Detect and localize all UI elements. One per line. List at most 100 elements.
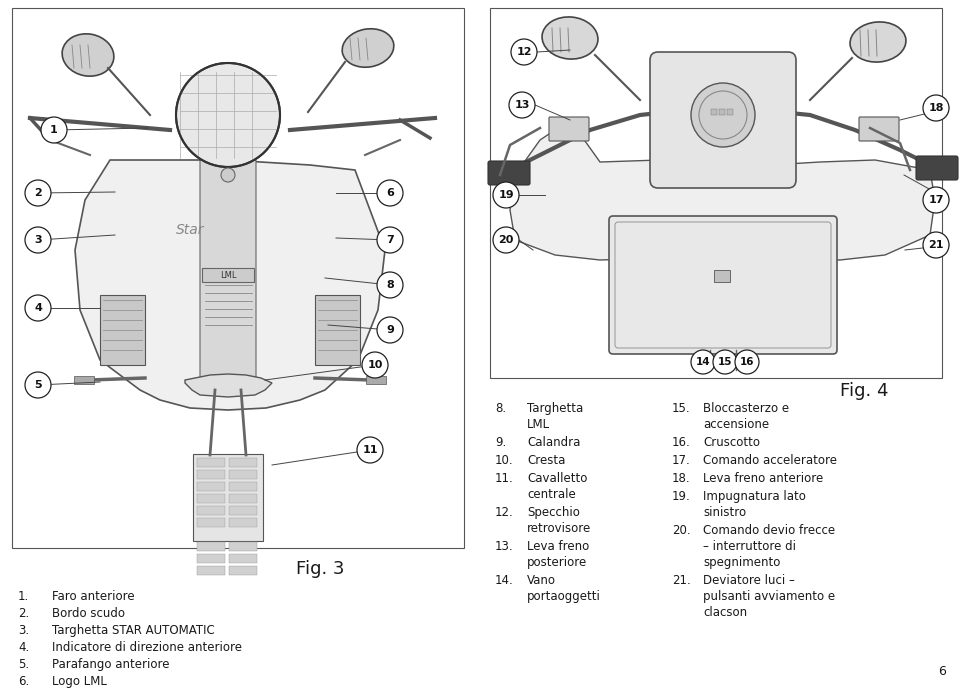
FancyBboxPatch shape	[229, 506, 257, 515]
FancyBboxPatch shape	[229, 554, 257, 563]
Text: 7: 7	[386, 235, 394, 245]
Text: 12: 12	[516, 47, 532, 57]
Text: 9: 9	[386, 325, 394, 335]
FancyBboxPatch shape	[197, 470, 225, 479]
Text: Comando devio frecce: Comando devio frecce	[703, 524, 835, 537]
Text: 11: 11	[362, 445, 377, 455]
Circle shape	[357, 437, 383, 463]
FancyBboxPatch shape	[916, 156, 958, 180]
Text: 2.: 2.	[18, 607, 29, 620]
Circle shape	[923, 187, 949, 213]
Text: 5: 5	[35, 380, 42, 390]
Text: LML: LML	[527, 418, 550, 431]
Text: accensione: accensione	[703, 418, 769, 431]
Text: 18: 18	[928, 103, 944, 113]
Text: 1.: 1.	[18, 590, 29, 603]
Text: 16.: 16.	[672, 436, 691, 449]
FancyBboxPatch shape	[229, 518, 257, 527]
Text: Faro anteriore: Faro anteriore	[52, 590, 134, 603]
Circle shape	[509, 92, 535, 118]
FancyBboxPatch shape	[197, 494, 225, 503]
Text: Fig. 4: Fig. 4	[839, 382, 888, 400]
Ellipse shape	[62, 34, 114, 76]
FancyBboxPatch shape	[197, 458, 225, 467]
Text: spegnimento: spegnimento	[703, 556, 780, 569]
Circle shape	[362, 352, 388, 378]
FancyBboxPatch shape	[197, 518, 225, 527]
Text: 4: 4	[34, 303, 42, 313]
Text: 8.: 8.	[495, 402, 506, 415]
Text: 13.: 13.	[495, 540, 514, 553]
Text: 10.: 10.	[495, 454, 514, 467]
Text: – interruttore di: – interruttore di	[703, 540, 796, 553]
Circle shape	[25, 227, 51, 253]
Circle shape	[511, 39, 537, 65]
Text: 13: 13	[515, 100, 530, 110]
FancyBboxPatch shape	[197, 542, 225, 551]
FancyBboxPatch shape	[650, 52, 796, 188]
Text: 19.: 19.	[672, 490, 691, 503]
Text: 16: 16	[740, 357, 755, 367]
Ellipse shape	[850, 22, 906, 62]
Polygon shape	[200, 160, 256, 385]
FancyBboxPatch shape	[197, 554, 225, 563]
Text: Star: Star	[176, 223, 204, 237]
Polygon shape	[185, 374, 272, 397]
Text: 2: 2	[35, 188, 42, 198]
Bar	[490, 8, 942, 378]
Circle shape	[923, 95, 949, 121]
Bar	[719, 109, 725, 115]
Text: pulsanti avviamento e: pulsanti avviamento e	[703, 590, 835, 603]
FancyBboxPatch shape	[197, 566, 225, 575]
Text: 3: 3	[35, 235, 42, 245]
Text: Vano: Vano	[527, 574, 556, 587]
Text: Impugnatura lato: Impugnatura lato	[703, 490, 805, 503]
Circle shape	[176, 63, 280, 167]
Text: Leva freno: Leva freno	[527, 540, 589, 553]
Text: 14.: 14.	[495, 574, 514, 587]
Ellipse shape	[542, 17, 598, 59]
FancyBboxPatch shape	[193, 454, 263, 541]
Text: Calandra: Calandra	[527, 436, 581, 449]
Text: 9.: 9.	[495, 436, 506, 449]
FancyBboxPatch shape	[229, 482, 257, 491]
Text: 4.: 4.	[18, 641, 29, 654]
Text: 21: 21	[928, 240, 944, 250]
Text: 17: 17	[928, 195, 944, 205]
Text: clacson: clacson	[703, 606, 747, 619]
Bar	[711, 109, 717, 115]
Ellipse shape	[342, 29, 394, 67]
Circle shape	[691, 350, 715, 374]
Text: 20: 20	[498, 235, 514, 245]
Text: Logo LML: Logo LML	[52, 675, 107, 688]
Circle shape	[493, 182, 519, 208]
Text: Bordo scudo: Bordo scudo	[52, 607, 125, 620]
Text: 20.: 20.	[672, 524, 690, 537]
Bar	[366, 376, 386, 384]
FancyBboxPatch shape	[229, 542, 257, 551]
Bar	[727, 109, 733, 115]
FancyBboxPatch shape	[549, 117, 589, 141]
Text: Deviatore luci –: Deviatore luci –	[703, 574, 795, 587]
Text: Fig. 3: Fig. 3	[296, 560, 345, 578]
FancyBboxPatch shape	[100, 295, 145, 365]
FancyBboxPatch shape	[315, 295, 360, 365]
Bar	[74, 376, 94, 384]
Circle shape	[377, 227, 403, 253]
Text: Indicatore di direzione anteriore: Indicatore di direzione anteriore	[52, 641, 242, 654]
Text: 6.: 6.	[18, 675, 29, 688]
Text: 18.: 18.	[672, 472, 690, 485]
Text: Targhetta: Targhetta	[527, 402, 584, 415]
Text: 6: 6	[386, 188, 394, 198]
Text: 3.: 3.	[18, 624, 29, 637]
FancyBboxPatch shape	[202, 268, 254, 282]
FancyBboxPatch shape	[229, 458, 257, 467]
FancyBboxPatch shape	[488, 161, 530, 185]
Text: Leva freno anteriore: Leva freno anteriore	[703, 472, 824, 485]
Text: Bloccasterzo e: Bloccasterzo e	[703, 402, 789, 415]
Text: Parafango anteriore: Parafango anteriore	[52, 658, 170, 671]
Circle shape	[25, 295, 51, 321]
FancyBboxPatch shape	[197, 482, 225, 491]
Text: 15: 15	[718, 357, 732, 367]
Text: Targhetta STAR AUTOMATIC: Targhetta STAR AUTOMATIC	[52, 624, 215, 637]
